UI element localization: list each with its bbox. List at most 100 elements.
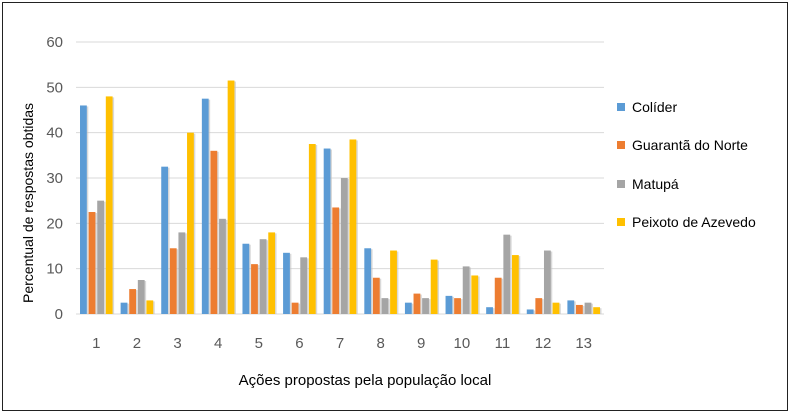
bar-guarant-do-norte-6 <box>291 302 299 314</box>
y-tick-label: 0 <box>55 306 63 323</box>
bar-matup--4 <box>219 218 226 314</box>
bar-guarant-do-norte-3 <box>169 248 177 314</box>
y-tick-label: 60 <box>46 34 63 51</box>
bar <box>486 307 495 314</box>
x-tick-label: 2 <box>133 335 141 352</box>
bar-matup--13 <box>584 302 592 314</box>
bar-peixoto-de-azevedo-6 <box>308 144 316 314</box>
bar-peixoto-de-azevedo-3 <box>187 132 194 314</box>
bar <box>494 277 504 314</box>
bar-matup--1 <box>97 200 105 314</box>
bar <box>137 280 147 314</box>
bar <box>97 200 106 314</box>
bar-col-der-3 <box>161 166 169 314</box>
x-tick-label: 1 <box>92 335 100 352</box>
bar <box>567 300 576 314</box>
bar <box>283 252 292 314</box>
bar <box>268 232 277 314</box>
bar <box>323 148 332 314</box>
x-axis-label: Ações propostas pela população local <box>239 372 492 389</box>
bar <box>105 96 115 315</box>
y-tick-label: 30 <box>46 170 63 187</box>
bar-matup--8 <box>381 298 389 314</box>
bar-matup--6 <box>300 257 308 314</box>
bar <box>201 98 211 315</box>
bar-matup--11 <box>503 234 511 314</box>
bar-col-der-7 <box>323 148 331 314</box>
x-tick-label: 10 <box>454 335 471 352</box>
bar-matup--9 <box>422 298 429 314</box>
legend-label: Colíder <box>632 99 677 115</box>
bar-matup--3 <box>178 232 186 314</box>
bar <box>129 289 138 314</box>
bar-peixoto-de-azevedo-8 <box>390 250 397 314</box>
legend: Colíder Guarantã do Norte Matupá Peixoto de… <box>617 99 756 230</box>
legend-item: Colíder <box>617 99 677 115</box>
bar-peixoto-de-azevedo-11 <box>511 255 519 314</box>
bar <box>462 266 472 314</box>
legend-item: Peixoto de Azevedo <box>617 214 756 230</box>
bar-peixoto-de-azevedo-10 <box>471 275 479 314</box>
bar-col-der-12 <box>526 309 534 314</box>
legend-swatch <box>617 218 625 226</box>
bar-guarant-do-norte-8 <box>372 277 380 314</box>
bar-guarant-do-norte-4 <box>210 150 218 314</box>
legend-swatch <box>617 180 625 188</box>
bar <box>503 234 512 314</box>
x-tick-label: 7 <box>336 335 344 352</box>
bar-col-der-10 <box>445 295 453 314</box>
x-tick-label: 6 <box>295 335 303 352</box>
bar-col-der-9 <box>404 302 412 314</box>
bar <box>454 298 463 314</box>
bar-peixoto-de-azevedo-1 <box>105 96 113 315</box>
bar-col-der-5 <box>242 243 250 314</box>
bar-col-der-11 <box>486 307 493 314</box>
bar-matup--10 <box>462 266 470 314</box>
bars <box>80 80 602 315</box>
x-tick-label: 9 <box>417 335 425 352</box>
x-tick-label: 5 <box>255 335 263 352</box>
x-tick-label: 4 <box>214 335 222 352</box>
y-tick-labels: 0 10 20 30 40 50 60 <box>46 34 63 323</box>
legend-label: Peixoto de Azevedo <box>632 214 756 230</box>
bar <box>584 302 593 314</box>
bar-guarant-do-norte-11 <box>494 277 502 314</box>
bar-col-der-8 <box>364 248 372 314</box>
y-tick-label: 40 <box>46 125 63 142</box>
bar <box>146 300 155 314</box>
bar <box>422 298 431 314</box>
x-tick-label: 11 <box>495 335 511 352</box>
bar-guarant-do-norte-2 <box>129 289 137 314</box>
bar <box>178 232 187 314</box>
bar <box>251 264 260 314</box>
bar-peixoto-de-azevedo-13 <box>593 307 600 314</box>
bar <box>259 239 268 314</box>
bar <box>349 139 358 314</box>
bar-guarant-do-norte-10 <box>454 298 461 314</box>
bar <box>575 304 585 314</box>
bar <box>552 302 561 314</box>
x-tick-label: 13 <box>575 335 592 352</box>
bar <box>372 277 382 314</box>
bar <box>413 293 422 314</box>
bar-guarant-do-norte-13 <box>575 304 583 314</box>
y-tick-label: 10 <box>46 261 63 278</box>
y-axis-label: Percentual de respostas obtidas <box>20 103 36 303</box>
bar <box>161 166 170 314</box>
bar-col-der-1 <box>80 105 87 314</box>
bar-matup--7 <box>340 178 348 314</box>
legend-item: Matupá <box>617 176 679 192</box>
bar <box>80 105 89 314</box>
legend-item: Guarantã do Norte <box>617 137 748 153</box>
bar-guarant-do-norte-9 <box>413 293 421 314</box>
y-tick-label: 20 <box>46 215 63 232</box>
legend-label: Guarantã do Norte <box>632 137 748 153</box>
bar <box>364 248 373 314</box>
bar-peixoto-de-azevedo-7 <box>349 139 357 314</box>
bar <box>390 250 399 314</box>
bar <box>227 80 236 315</box>
bar-col-der-13 <box>567 300 575 314</box>
bar-col-der-4 <box>201 98 209 315</box>
bar <box>381 298 390 314</box>
bar <box>300 257 309 314</box>
